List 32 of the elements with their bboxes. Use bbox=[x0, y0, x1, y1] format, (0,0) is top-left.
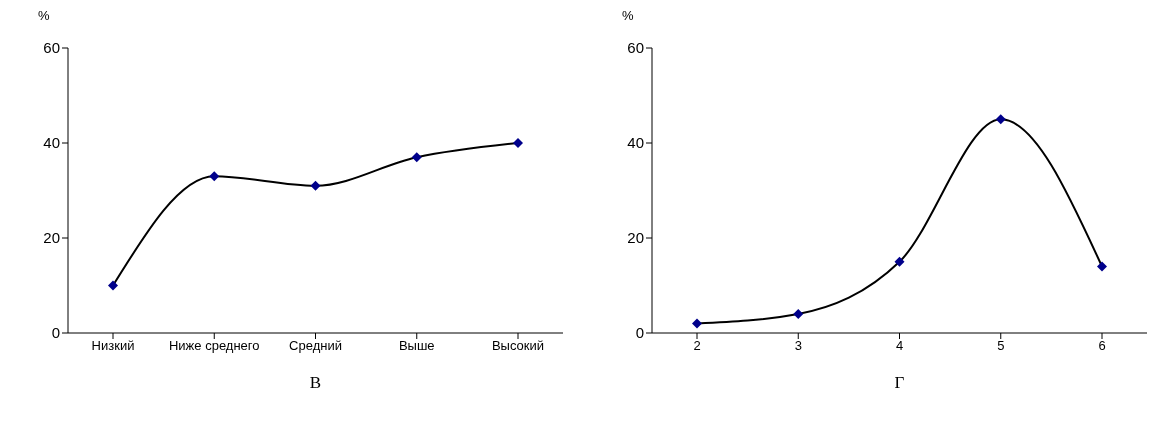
x-tick-label: 2 bbox=[693, 338, 701, 354]
point bbox=[108, 280, 118, 291]
y-tick-label: 0 bbox=[51, 324, 60, 342]
point bbox=[310, 180, 321, 191]
y-tick-label: 60 bbox=[43, 39, 60, 57]
point bbox=[995, 114, 1006, 125]
x-tick-label: Средний bbox=[289, 338, 342, 354]
point bbox=[894, 256, 905, 267]
x-tick-label: Низкий bbox=[91, 338, 135, 354]
y-tick-label: 40 bbox=[627, 134, 644, 152]
point bbox=[793, 309, 804, 319]
point bbox=[1097, 261, 1107, 272]
x-tick-label: 3 bbox=[794, 338, 802, 354]
x-axis-title: Г bbox=[893, 373, 906, 393]
x-tick-label: Выше bbox=[398, 338, 435, 354]
point bbox=[411, 152, 422, 163]
y-tick-label: 40 bbox=[43, 134, 60, 152]
x-tick-label: 5 bbox=[997, 338, 1005, 354]
y-axis-title: % bbox=[38, 8, 50, 23]
x-tick-label: 6 bbox=[1098, 338, 1106, 354]
x-tick-label: Ниже среднего bbox=[168, 338, 260, 354]
point bbox=[209, 171, 220, 182]
x-tick-label: 4 bbox=[895, 338, 904, 354]
y-tick-label: 0 bbox=[635, 324, 644, 342]
y-axis-title: % bbox=[622, 8, 634, 23]
x-axis-title: В bbox=[308, 373, 323, 393]
point bbox=[513, 138, 523, 148]
y-tick-label: 60 bbox=[627, 39, 644, 57]
point bbox=[692, 318, 702, 329]
y-tick-label: 20 bbox=[43, 229, 60, 247]
x-tick-label: Высокий bbox=[491, 338, 545, 354]
y-tick-label: 20 bbox=[627, 229, 644, 247]
